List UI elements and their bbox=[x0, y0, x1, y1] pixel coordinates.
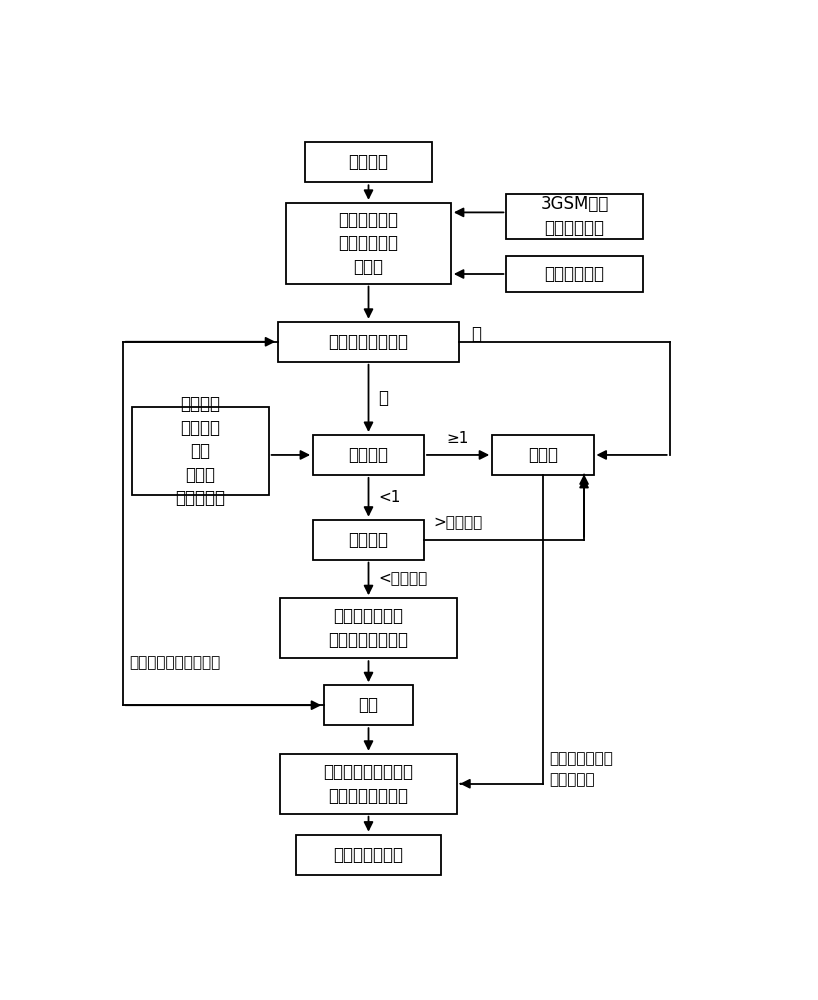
Text: 否: 否 bbox=[471, 325, 482, 343]
Text: 非贯通结构面识别: 非贯通结构面识别 bbox=[329, 333, 408, 351]
FancyBboxPatch shape bbox=[280, 754, 457, 814]
Text: 3GSM数字
摄影测量技术: 3GSM数字 摄影测量技术 bbox=[541, 195, 609, 237]
FancyBboxPatch shape bbox=[313, 520, 424, 560]
Text: 岩桥倾角
摩擦系数
围压
连通率
结构面倾角: 岩桥倾角 摩擦系数 围压 连通率 结构面倾角 bbox=[176, 395, 226, 507]
Text: 贯通: 贯通 bbox=[358, 696, 379, 714]
Text: <1: <1 bbox=[378, 490, 400, 505]
Text: 作为两条独立的: 作为两条独立的 bbox=[549, 752, 613, 767]
Text: 结构面考虑: 结构面考虑 bbox=[549, 772, 595, 787]
Text: 建立工程岩体三维可
视化块体分析模型: 建立工程岩体三维可 视化块体分析模型 bbox=[323, 763, 414, 805]
Text: 工程岩体: 工程岩体 bbox=[348, 153, 389, 171]
Text: ≥1: ≥1 bbox=[447, 431, 470, 446]
Text: 钻孔摄像技术: 钻孔摄像技术 bbox=[545, 265, 605, 283]
Text: 是: 是 bbox=[378, 389, 388, 407]
Text: 贯通强度最小的
一组非贯通结构面: 贯通强度最小的 一组非贯通结构面 bbox=[329, 607, 408, 649]
Text: 搜索出关键块体: 搜索出关键块体 bbox=[334, 846, 403, 864]
FancyBboxPatch shape bbox=[295, 835, 442, 875]
Text: >实际强度: >实际强度 bbox=[434, 515, 483, 530]
Text: 贯通系数: 贯通系数 bbox=[348, 446, 389, 464]
FancyBboxPatch shape bbox=[286, 203, 451, 284]
Text: 贯通强度: 贯通强度 bbox=[348, 531, 389, 549]
Text: 不贯通: 不贯通 bbox=[528, 446, 558, 464]
FancyBboxPatch shape bbox=[506, 256, 643, 292]
FancyBboxPatch shape bbox=[278, 322, 459, 362]
Text: <实际强度: <实际强度 bbox=[378, 571, 427, 586]
FancyBboxPatch shape bbox=[305, 142, 432, 182]
FancyBboxPatch shape bbox=[280, 598, 457, 658]
FancyBboxPatch shape bbox=[313, 435, 424, 475]
FancyBboxPatch shape bbox=[133, 407, 268, 495]
Text: 作为连通的结构面考虑: 作为连通的结构面考虑 bbox=[129, 655, 220, 670]
FancyBboxPatch shape bbox=[506, 194, 643, 239]
FancyBboxPatch shape bbox=[324, 685, 413, 725]
Text: 岩体结构面调
查及其几何参
数统计: 岩体结构面调 查及其几何参 数统计 bbox=[339, 211, 398, 276]
FancyBboxPatch shape bbox=[492, 435, 594, 475]
